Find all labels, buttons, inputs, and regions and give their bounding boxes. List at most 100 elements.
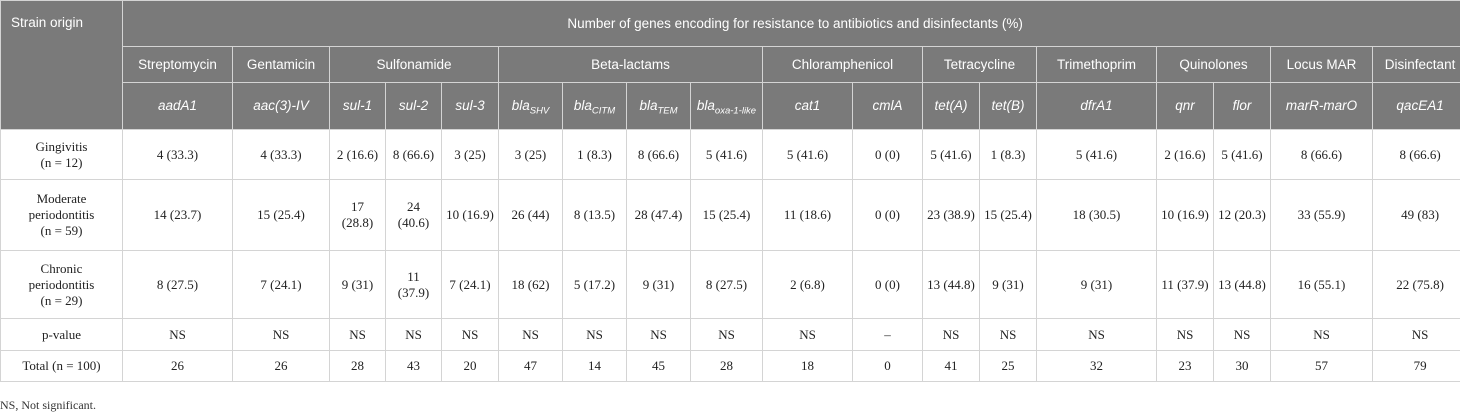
table-cell: NS xyxy=(1270,318,1373,351)
table-cell: 11 (18.6) xyxy=(762,179,853,251)
gene-name: cat1 xyxy=(794,98,821,113)
gene-header: cmlA xyxy=(852,82,923,130)
table-row: Chronic periodontitis (n = 29) 8 (27.5) 7 (2… xyxy=(0,250,1460,319)
gene-header: aadA1 xyxy=(122,82,233,130)
gene-header: blaSHV xyxy=(498,82,563,130)
gene-name: tet(A) xyxy=(934,98,968,113)
table-cell: 0 (0) xyxy=(852,129,923,180)
table-cell: 1 (8.3) xyxy=(979,129,1037,180)
table-cell: 26 xyxy=(122,350,233,382)
gene-header: marR-marO xyxy=(1270,82,1373,130)
row-label-line: periodontitis xyxy=(28,276,95,292)
table-cell: NS xyxy=(1213,318,1271,351)
gene-header: tet(A) xyxy=(922,82,980,130)
table-cell: 15 (25.4) xyxy=(232,179,330,251)
antibiotic-group-header: Trimethoprim xyxy=(1036,46,1157,83)
table-cell: 23 xyxy=(1156,350,1214,382)
table-cell: 4 (33.3) xyxy=(232,129,330,180)
gene-name: marR-marO xyxy=(1285,98,1358,113)
table-cell: 57 xyxy=(1270,350,1373,382)
gene-name: sul-3 xyxy=(455,98,485,113)
table-cell: 18 xyxy=(762,350,853,382)
table-cell: 9 (31) xyxy=(979,250,1037,319)
table-cell: 26 (44) xyxy=(498,179,563,251)
row-label-line: Moderate xyxy=(36,191,87,206)
gene-name: bla xyxy=(573,98,592,113)
table-row: p-value NS NS NS NS NS NS NS NS NS NS – NS NS NS NS NS NS… xyxy=(0,318,1460,351)
gene-name: flor xyxy=(1232,98,1252,113)
row-label-line: (n = 12) xyxy=(40,154,83,170)
table-cell: 3 (25) xyxy=(498,129,563,180)
antibiotic-group-header: Locus MAR xyxy=(1270,46,1373,83)
row-label-line: (n = 29) xyxy=(40,292,83,308)
table-cell: 14 xyxy=(562,350,627,382)
table-cell: 8 (27.5) xyxy=(122,250,233,319)
table-cell: 23 (38.9) xyxy=(922,179,980,251)
antibiotic-group-header: Disinfectant xyxy=(1371,46,1460,83)
table-cell: 24 (40.6) xyxy=(385,179,442,251)
table-cell: 47 xyxy=(498,350,563,382)
table-cell: NS xyxy=(762,318,853,351)
table-cell: 5 (17.2) xyxy=(562,250,627,319)
table-cell: 3 (25) xyxy=(441,129,499,180)
gene-name: bla xyxy=(511,98,530,113)
table-cell: 9 (31) xyxy=(1036,250,1157,319)
gene-header: sul-1 xyxy=(329,82,386,130)
antibiotic-group-header: Tetracycline xyxy=(922,46,1037,83)
table-cell: NS xyxy=(498,318,563,351)
table-cell: 79 xyxy=(1371,350,1460,382)
table-cell: NS xyxy=(385,318,442,351)
table-cell: 14 (23.7) xyxy=(122,179,233,251)
table-cell: 18 (62) xyxy=(498,250,563,319)
row-label-line: Chronic xyxy=(40,260,83,276)
table-cell: 32 xyxy=(1036,350,1157,382)
gene-header: blaTEM xyxy=(626,82,691,130)
antibiotic-group-header: Chloramphenicol xyxy=(762,46,923,83)
table-cell: 2 (6.8) xyxy=(762,250,853,319)
gene-header: flor xyxy=(1213,82,1271,130)
antibiotic-group-header: Sulfonamide xyxy=(329,46,499,83)
gene-name: bla xyxy=(639,98,658,113)
gene-header: sul-3 xyxy=(441,82,499,130)
table-cell: 5 (41.6) xyxy=(922,129,980,180)
row-label-line: Total (n = 100) xyxy=(22,358,101,373)
strain-origin-header: Strain origin xyxy=(0,0,123,130)
row-label-line: p-value xyxy=(42,326,81,342)
antibiotic-group-header: Quinolones xyxy=(1156,46,1271,83)
table-cell: 13 (44.8) xyxy=(922,250,980,319)
gene-subscript: SHV xyxy=(529,105,550,117)
table-cell: NS xyxy=(922,318,980,351)
table-cell: 17 (28.8) xyxy=(329,179,386,251)
table-cell: NS xyxy=(122,318,233,351)
row-label: Gingivitis (n = 12) xyxy=(0,129,123,180)
table-cell: 13 (44.8) xyxy=(1213,250,1271,319)
table-row: Gingivitis (n = 12) 4 (33.3) 4 (33.3) 2 (16.… xyxy=(0,129,1460,180)
table-cell: 2 (16.6) xyxy=(1156,129,1214,180)
table-cell: 7 (24.1) xyxy=(441,250,499,319)
table-cell: 9 (31) xyxy=(626,250,691,319)
table-cell: NS xyxy=(441,318,499,351)
table-cell: 0 xyxy=(852,350,923,382)
table-cell: 8 (13.5) xyxy=(562,179,627,251)
row-label-line: Gingivitis xyxy=(35,138,88,154)
table-cell: NS xyxy=(232,318,330,351)
gene-subscript: TEM xyxy=(657,105,678,117)
table-cell: 5 (41.6) xyxy=(1036,129,1157,180)
table-cell: 11 (37.9) xyxy=(1156,250,1214,319)
table-cell: – xyxy=(852,318,923,351)
gene-header: aac(3)-IV xyxy=(232,82,330,130)
table-cell: NS xyxy=(1371,318,1460,351)
gene-name: sul-2 xyxy=(398,98,429,113)
gene-subscript: CITM xyxy=(591,105,616,117)
table-cell: 28 xyxy=(329,350,386,382)
gene-header: qnr xyxy=(1156,82,1214,130)
table-cell: 15 (25.4) xyxy=(690,179,763,251)
gene-name: sul-1 xyxy=(342,98,373,113)
table-cell: 20 xyxy=(441,350,499,382)
table-cell: 1 (8.3) xyxy=(562,129,627,180)
gene-header: tet(B) xyxy=(979,82,1037,130)
table-cell: 10 (16.9) xyxy=(441,179,499,251)
table-cell: 16 (55.1) xyxy=(1270,250,1373,319)
gene-subscript: oxa-1-like xyxy=(714,105,757,117)
table-cell: 4 (33.3) xyxy=(122,129,233,180)
